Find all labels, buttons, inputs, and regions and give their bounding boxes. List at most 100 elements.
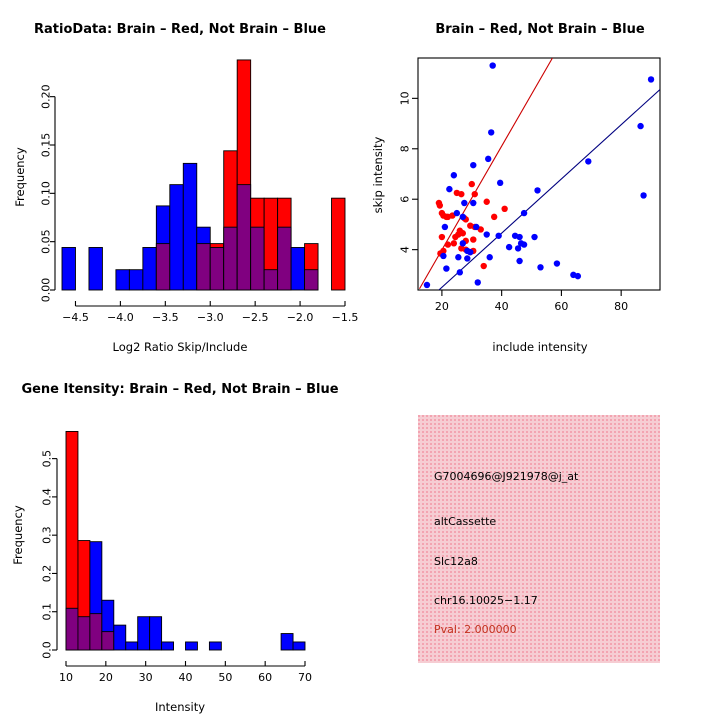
scatter-point [468,180,475,188]
x-axis-tick-label: 20 [99,671,113,684]
scatter-point [459,213,467,221]
scatter-ylabel: skip intensity [371,136,385,214]
info-pval: Pval: 2.000000 [434,623,517,636]
histogram-bar-overlap [209,247,225,291]
histogram-bar-overlap [65,607,79,651]
x-axis-tick-label: −4.5 [62,311,89,324]
histogram-bar [125,641,139,651]
scatter-point [516,233,523,241]
fit-line [438,89,660,290]
histogram-bar [149,616,163,651]
histogram-bar [331,197,346,291]
x-axis-tick-label: −3.5 [152,311,179,324]
histogram-bar-overlap [223,226,238,291]
histogram-bar-overlap [196,243,211,291]
y-axis-tick-label: 0.4 [41,488,54,506]
ratio-histogram-plot: 0.00 0.05 0.10 0.15 0.20 −4.5 −4.0 −3.5 −3.0 −2.5… [40,59,359,324]
scatter-point [505,243,513,251]
scatter-point [441,223,449,231]
scatter-point [514,245,522,252]
scatter-point [450,240,458,247]
y-axis-tick-label: 8 [399,145,412,152]
x-axis-tick-label: 10 [59,671,73,684]
scatter-point [501,205,508,212]
y-axis-tick-label: 6 [399,196,412,203]
y-axis-tick-label: 0.2 [41,565,54,583]
ratio-histogram-xlabel: Log2 Ratio Skip/Include [112,340,248,354]
scatter-point [486,254,493,261]
ratio-histogram-bars [61,59,346,291]
scatter-point [483,231,490,238]
gene-histogram-plot: 0.0 0.1 0.2 0.3 0.4 0.5 10 20 30 40 50 60 70 [41,430,312,684]
panel-gene-histogram: Gene Itensity: Brain – Red, Not Brain – … [0,360,360,720]
scatter-frame [417,57,661,291]
scatter-point [531,233,538,241]
x-axis-tick-label: 70 [298,671,312,684]
scatter-point [480,262,487,270]
histogram-bar [290,247,306,291]
scatter-point [470,161,477,169]
histogram-bar [280,633,294,651]
y-axis-tick-label: 0.05 [40,229,53,254]
scatter-point [553,260,561,267]
scatter-point [490,213,498,221]
y-axis-tick-label: 0.10 [40,181,53,206]
x-axis-tick-label: 20 [435,300,449,313]
y-axis-tick-label: 0.00 [40,278,53,303]
histogram-bar [128,269,144,291]
gene-histogram-title: Gene Itensity: Brain – Red, Not Brain – … [21,382,339,397]
scatter-point [483,198,490,205]
gene-histogram-ylabel: Frequency [11,505,25,565]
scatter-point [464,255,471,262]
ratio-histogram-axes: 0.00 0.05 0.10 0.15 0.20 −4.5 −4.0 −3.5 −3.0 −2.5… [40,84,359,324]
scatter-point [458,190,465,198]
y-axis-tick-label: 0.1 [41,603,54,621]
scatter-point [496,179,504,187]
scatter-point [487,129,495,136]
scatter-point [461,199,468,207]
info-probeset-id: G7004696@J921978@j_at [434,470,579,483]
scatter-axes: 4 6 8 10 20 40 60 80 [399,91,629,313]
scatter-points [423,62,655,289]
x-axis-tick-label: 30 [139,671,153,684]
histogram-bar-overlap [101,631,115,651]
y-axis-tick-label: 4 [399,246,412,253]
y-axis-tick-label: 0.3 [41,526,54,544]
y-axis-tick-label: 0.15 [40,133,53,158]
scatter-point [520,241,528,248]
x-axis-tick-label: −2.0 [287,311,314,324]
panel-scatter: Brain – Red, Not Brain – Blue 4 6 8 10 20 40 6… [360,0,720,360]
panel-info: G7004696@J921978@j_at altCassette Slc12a… [360,360,720,720]
scatter-point [471,190,478,198]
scatter-point [446,185,453,193]
scatter-point [489,62,496,69]
ratio-histogram-ylabel: Frequency [13,147,27,207]
histogram-bar-overlap [304,269,319,291]
scatter-point [450,172,458,179]
scatter-point [520,209,528,217]
info-locus: chr16.10025−1.17 [434,594,538,607]
histogram-bar-overlap [250,226,265,291]
info-gene-symbol: Slc12a8 [434,555,478,568]
histogram-bar [292,641,306,651]
scatter-point [474,279,481,286]
y-axis-tick-label: 0.5 [41,450,54,468]
info-event-type: altCassette [434,515,497,528]
scatter-point [423,281,431,289]
scatter-point [495,232,502,239]
scatter-point [637,122,644,130]
scatter-point [537,264,544,271]
scatter-point [440,252,447,260]
ratio-histogram-title: RatioData: Brain – Red, Not Brain – Blue [34,22,326,37]
y-axis-tick-label: 0.20 [40,84,53,109]
histogram-bar [161,641,175,651]
x-axis-tick-label: 40 [495,300,509,313]
scatter-point [647,76,655,83]
scatter-xlabel: include intensity [492,340,588,354]
scatter-point [470,199,477,207]
scatter-point [455,231,462,238]
histogram-bar-overlap [236,184,252,291]
histogram-bar-overlap [277,226,292,291]
histogram-bar-overlap [89,613,103,651]
